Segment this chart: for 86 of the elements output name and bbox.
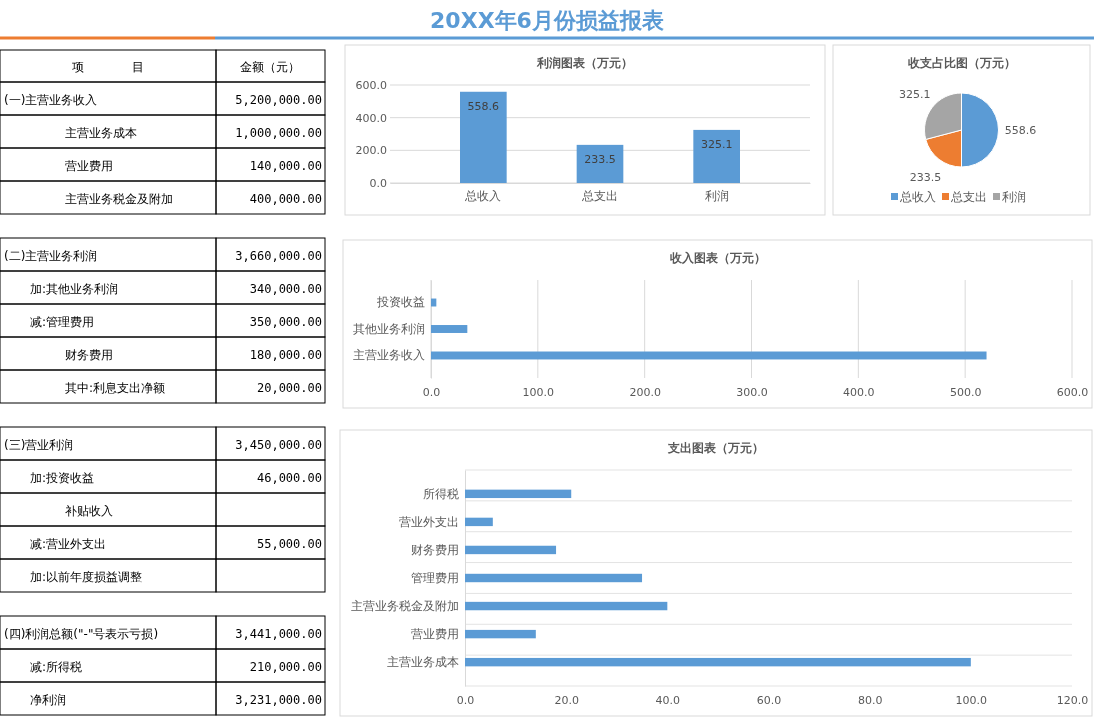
x-tick-label: 400.0	[843, 385, 875, 399]
x-tick-label: 总支出	[581, 188, 618, 203]
text: 营业费用	[65, 158, 113, 173]
data-label: 233.5	[584, 152, 616, 166]
text: (三)营业利润	[4, 437, 74, 452]
bar	[465, 601, 668, 611]
x-tick-label: 利润	[704, 188, 729, 203]
y-tick-label: 600.0	[355, 79, 387, 93]
chart-title: 收支占比图（万元）	[907, 56, 1016, 70]
y-tick-label: 主营业务收入	[353, 348, 425, 363]
x-tick-label: 80.0	[857, 693, 883, 707]
text: 1,000,000.00	[235, 125, 322, 140]
text: 加:投资收益	[30, 470, 95, 485]
bar	[460, 91, 507, 183]
text: 减:管理费用	[30, 314, 95, 329]
text: 20XX年6月份损益报表	[430, 8, 664, 33]
x-tick-label: 600.0	[1056, 385, 1089, 399]
bar	[465, 629, 536, 639]
x-tick-label: 100.0	[522, 385, 555, 399]
bar	[576, 144, 624, 183]
text: 20,000.00	[256, 380, 322, 395]
text: 补贴收入	[65, 503, 113, 518]
text: (二)主营业务利润	[4, 248, 98, 263]
bar	[465, 657, 971, 667]
text: 180,000.00	[249, 347, 322, 362]
text: 140,000.00	[249, 158, 322, 173]
text: 净利润	[30, 692, 66, 707]
y-tick-label: 主营业务成本	[387, 655, 459, 669]
text: 5,200,000.00	[235, 92, 322, 107]
x-tick-label: 500.0	[949, 385, 982, 399]
data-label: 233.5	[909, 170, 942, 184]
text: 400,000.00	[249, 191, 322, 206]
x-tick-label: 60.0	[756, 693, 782, 707]
y-tick-label: 0.0	[369, 177, 387, 191]
chart-title: 收入图表（万元）	[669, 251, 766, 265]
bar	[465, 573, 643, 583]
text: 3,660,000.00	[235, 248, 322, 263]
text: 46,000.00	[256, 470, 322, 485]
text: 340,000.00	[249, 281, 322, 296]
text: 210,000.00	[249, 659, 322, 674]
text: 主营业务成本	[65, 125, 137, 140]
bar	[465, 545, 557, 555]
y-tick-label: 其他业务利润	[353, 321, 425, 336]
chart-title: 支出图表（万元）	[667, 441, 764, 455]
bar	[693, 129, 740, 183]
text: (一)主营业务收入	[4, 92, 98, 107]
y-tick-label: 营业费用	[411, 626, 459, 641]
text: 3,231,000.00	[235, 692, 322, 707]
x-tick-label: 总收入	[464, 188, 502, 203]
data-label: 325.1	[899, 87, 931, 101]
text: 加:其他业务利润	[30, 281, 119, 296]
x-tick-label: 100.0	[955, 693, 988, 707]
data-label: 325.1	[700, 137, 733, 151]
bar	[431, 325, 468, 333]
text: 55,000.00	[256, 536, 322, 551]
x-tick-label: 20.0	[554, 693, 579, 707]
text: (四)利润总额("-"号表示亏损)	[4, 626, 159, 641]
x-tick-label: 300.0	[736, 385, 768, 399]
y-tick-label: 财务费用	[411, 542, 459, 557]
y-tick-label: 所得税	[423, 486, 459, 501]
y-tick-label: 投资收益	[376, 295, 425, 310]
x-tick-label: 0.0	[456, 693, 475, 707]
y-tick-label: 200.0	[355, 144, 387, 158]
x-tick-label: 40.0	[655, 693, 681, 707]
chart-title: 利润图表（万元）	[536, 56, 633, 70]
y-tick-label: 营业外支出	[399, 514, 459, 529]
text: 3,441,000.00	[235, 626, 322, 641]
text: 其中:利息支出净额	[65, 380, 166, 395]
text: 350,000.00	[249, 314, 322, 329]
text: 财务费用	[65, 347, 113, 362]
y-tick-label: 400.0	[355, 111, 387, 125]
text: 加:以前年度损益调整	[30, 569, 143, 584]
bar	[465, 489, 572, 499]
y-tick-label: 管理费用	[411, 570, 459, 585]
text: 金额（元）	[240, 60, 300, 74]
bar	[465, 517, 493, 527]
data-label: 558.6	[1004, 124, 1037, 137]
text: 3,450,000.00	[235, 437, 322, 452]
x-tick-label: 200.0	[629, 385, 661, 399]
text: 减:营业外支出	[30, 536, 107, 551]
text: 项 目	[72, 60, 144, 74]
data-label: 558.6	[467, 99, 500, 113]
y-tick-label: 主营业务税金及附加	[351, 598, 459, 613]
text: 减:所得税	[30, 659, 83, 674]
x-tick-label: 120.0	[1056, 693, 1089, 707]
text: 主营业务税金及附加	[65, 191, 173, 206]
